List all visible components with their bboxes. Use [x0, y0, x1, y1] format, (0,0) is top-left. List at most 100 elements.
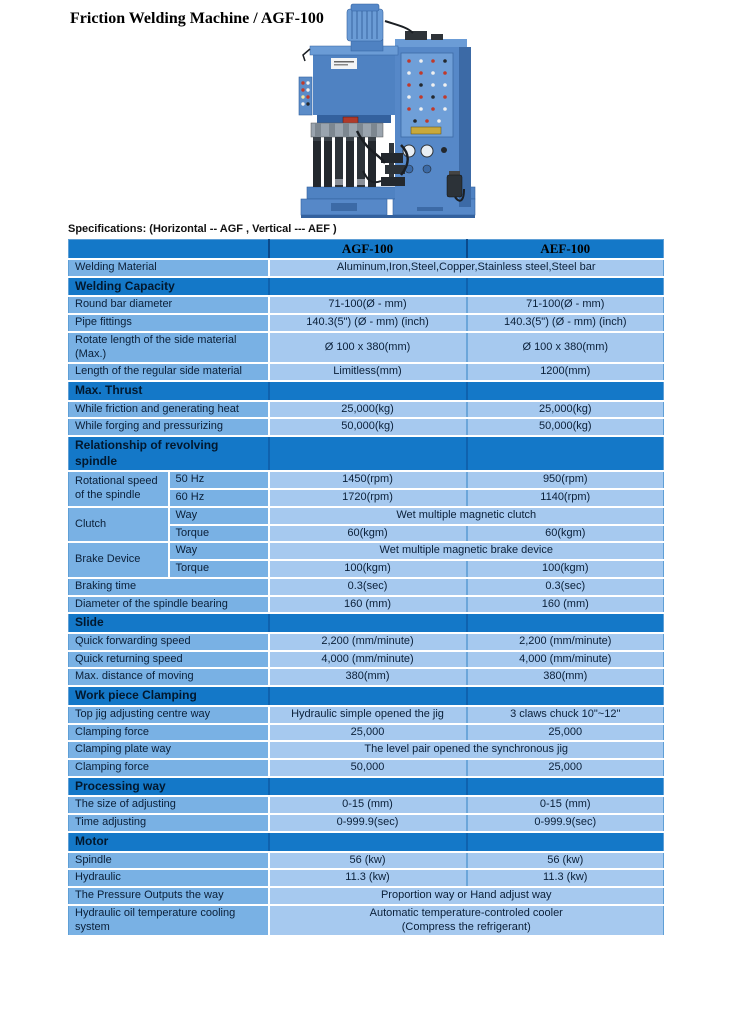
machine-hydraulic-cylinders	[310, 116, 384, 187]
spec-sub-label: Torque	[167, 560, 269, 579]
spec-value-aef: 1140(rpm)	[465, 489, 664, 508]
section-header: Relationship of revolving spindle	[68, 436, 269, 473]
spec-group-label: Clutch	[68, 506, 169, 544]
spec-value-aef: 11.3 (kw)	[465, 869, 664, 888]
section-header-label: Processing way	[75, 778, 166, 793]
table-header-corner-cell	[68, 239, 269, 260]
head-nameplate	[331, 58, 357, 69]
section-row: Work piece Clamping	[68, 686, 664, 707]
spec-value-aef: 56 (kw)	[465, 851, 664, 871]
section-filler-cell	[267, 436, 467, 473]
spec-row: Hydraulic oil temperature cooling system…	[68, 904, 664, 938]
spec-row: Top jig adjusting centre way Hydraulic si…	[68, 705, 664, 725]
spec-label: Diameter of the spindle bearing	[68, 595, 269, 615]
column-header-agf-100: AGF-100	[267, 239, 467, 260]
spec-subrow: Torque 100(kgm) 100(kgm)	[69, 560, 664, 579]
section-header: Work piece Clamping	[68, 686, 269, 707]
spec-sub-label: Torque	[167, 524, 269, 544]
section-header-label: Max. Thrust	[75, 383, 143, 398]
section-header: Welding Capacity	[68, 276, 269, 298]
spec-value-agf: 2,200 (mm/minute)	[267, 632, 467, 652]
section-header-label: Welding Capacity	[75, 278, 175, 293]
spec-label: Hydraulic oil temperature cooling system	[68, 904, 269, 938]
section-filler-cell	[267, 381, 467, 402]
spec-value-agf: 50,000	[267, 759, 467, 778]
section-row: Welding Capacity	[68, 276, 664, 298]
spec-label: Clamping force	[68, 723, 269, 743]
spec-row: Welding Material Aluminum,Iron,Steel,Copp…	[68, 259, 664, 278]
page-title: Friction Welding Machine / AGF-100	[70, 10, 324, 27]
spec-table: AGF-100 AEF-100 Welding Material Aluminum,I…	[68, 239, 664, 938]
spec-value-aef: 50,000(kg)	[465, 418, 664, 438]
section-header-label: Relationship of revolving spindle	[75, 438, 219, 468]
spec-row: Clamping force 25,000 25,000	[68, 723, 664, 743]
spec-value-aef: 0-999.9(sec)	[465, 814, 664, 833]
section-filler-cell	[465, 276, 664, 298]
spec-value-agf: 0-15 (mm)	[267, 796, 467, 816]
spec-label: Quick returning speed	[68, 650, 269, 670]
friction-welding-machine-image	[298, 3, 476, 218]
spec-value-aef: 60(kgm)	[465, 524, 664, 544]
section-filler-cell	[267, 276, 467, 298]
section-row: Max. Thrust	[68, 381, 664, 402]
spec-label: Top jig adjusting centre way	[68, 705, 269, 725]
section-filler-cell	[465, 776, 664, 798]
spec-subrow: Torque 60(kgm) 60(kgm)	[69, 524, 664, 544]
spec-label: While forging and pressurizing	[68, 418, 269, 438]
spec-label: While friction and generating heat	[68, 400, 269, 420]
spec-value-agf: Ø 100 x 380(mm)	[267, 331, 467, 365]
spec-label: Max. distance of moving	[68, 668, 269, 688]
spec-value-aef: 25,000	[465, 723, 664, 743]
spec-subrow: Clutch Way Wet multiple magnetic clutch	[68, 506, 664, 544]
spec-label: Round bar diameter	[68, 296, 269, 316]
section-row: Processing way	[68, 776, 664, 798]
spec-value-agf: 140.3(5") (Ø - mm) (inch)	[267, 314, 467, 333]
section-filler-cell	[267, 776, 467, 798]
spec-sub-label: 50 Hz	[167, 471, 269, 491]
section-row: Motor	[68, 831, 664, 853]
spec-value-aef: 0-15 (mm)	[465, 796, 664, 816]
section-header: Processing way	[68, 776, 269, 798]
machine-gauges	[402, 144, 447, 174]
spec-label: The Pressure Outputs the way	[68, 887, 269, 906]
spec-row: While friction and generating heat 25,000…	[68, 400, 664, 420]
machine-spindle-head	[298, 45, 399, 123]
spec-value-aef: 71-100(Ø - mm)	[465, 296, 664, 316]
spec-value-agf: 100(kgm)	[267, 560, 467, 579]
spec-label: Rotate length of the side material (Max.…	[68, 331, 269, 365]
spec-label: Length of the regular side material	[68, 363, 269, 383]
spec-value-aef: 0.3(sec)	[465, 577, 664, 597]
machine-valves-hoses	[355, 130, 409, 186]
spec-value-agf: 1720(rpm)	[267, 489, 467, 508]
spec-value-agf: 0.3(sec)	[267, 577, 467, 597]
spec-value-agf: 0-999.9(sec)	[267, 814, 467, 833]
spec-value-aef: 100(kgm)	[465, 560, 664, 579]
spec-label: Braking time	[68, 577, 269, 597]
spec-value-aef: 140.3(5") (Ø - mm) (inch)	[465, 314, 664, 333]
spec-row: Clamping plate way The level pair opened …	[68, 741, 664, 761]
spec-subrow: 60 Hz 1720(rpm) 1140(rpm)	[69, 489, 664, 508]
spec-value-aef: Ø 100 x 380(mm)	[465, 331, 664, 365]
spec-value-span: The level pair opened the synchronous ji…	[267, 741, 664, 761]
spec-value-aef: 25,000	[465, 759, 664, 778]
spec-row: Quick returning speed 4,000 (mm/minute) 4,…	[68, 650, 664, 670]
spec-row: Pipe fittings 140.3(5") (Ø - mm) (inch) 14…	[68, 314, 664, 333]
spec-value-agf: 1450(rpm)	[267, 471, 467, 491]
spec-subrow: Rotational speed of the spindle 50 Hz 1450…	[68, 471, 664, 508]
section-filler-cell	[465, 686, 664, 707]
machine-pump	[446, 171, 465, 202]
spec-row: Rotate length of the side material (Max.…	[68, 331, 664, 365]
section-filler-cell	[465, 831, 664, 853]
section-filler-cell	[267, 686, 467, 707]
spec-label: Clamping plate way	[68, 741, 269, 761]
specifications-caption: Specifications: (Horizontal -- AGF , Ver…	[68, 223, 337, 235]
spec-value-agf: 11.3 (kw)	[267, 869, 467, 888]
spec-row: Max. distance of moving 380(mm) 380(mm)	[68, 668, 664, 688]
spec-value-span: Automatic temperature-controled cooler (…	[267, 904, 664, 938]
spec-row: Diameter of the spindle bearing 160 (mm) 1…	[68, 595, 664, 615]
spec-value-agf: 4,000 (mm/minute)	[267, 650, 467, 670]
section-filler-cell	[465, 613, 664, 634]
spec-value-span: Proportion way or Hand adjust way	[267, 887, 664, 906]
table-header-row: AGF-100 AEF-100	[68, 239, 664, 260]
spec-value-aef: 2,200 (mm/minute)	[465, 632, 664, 652]
